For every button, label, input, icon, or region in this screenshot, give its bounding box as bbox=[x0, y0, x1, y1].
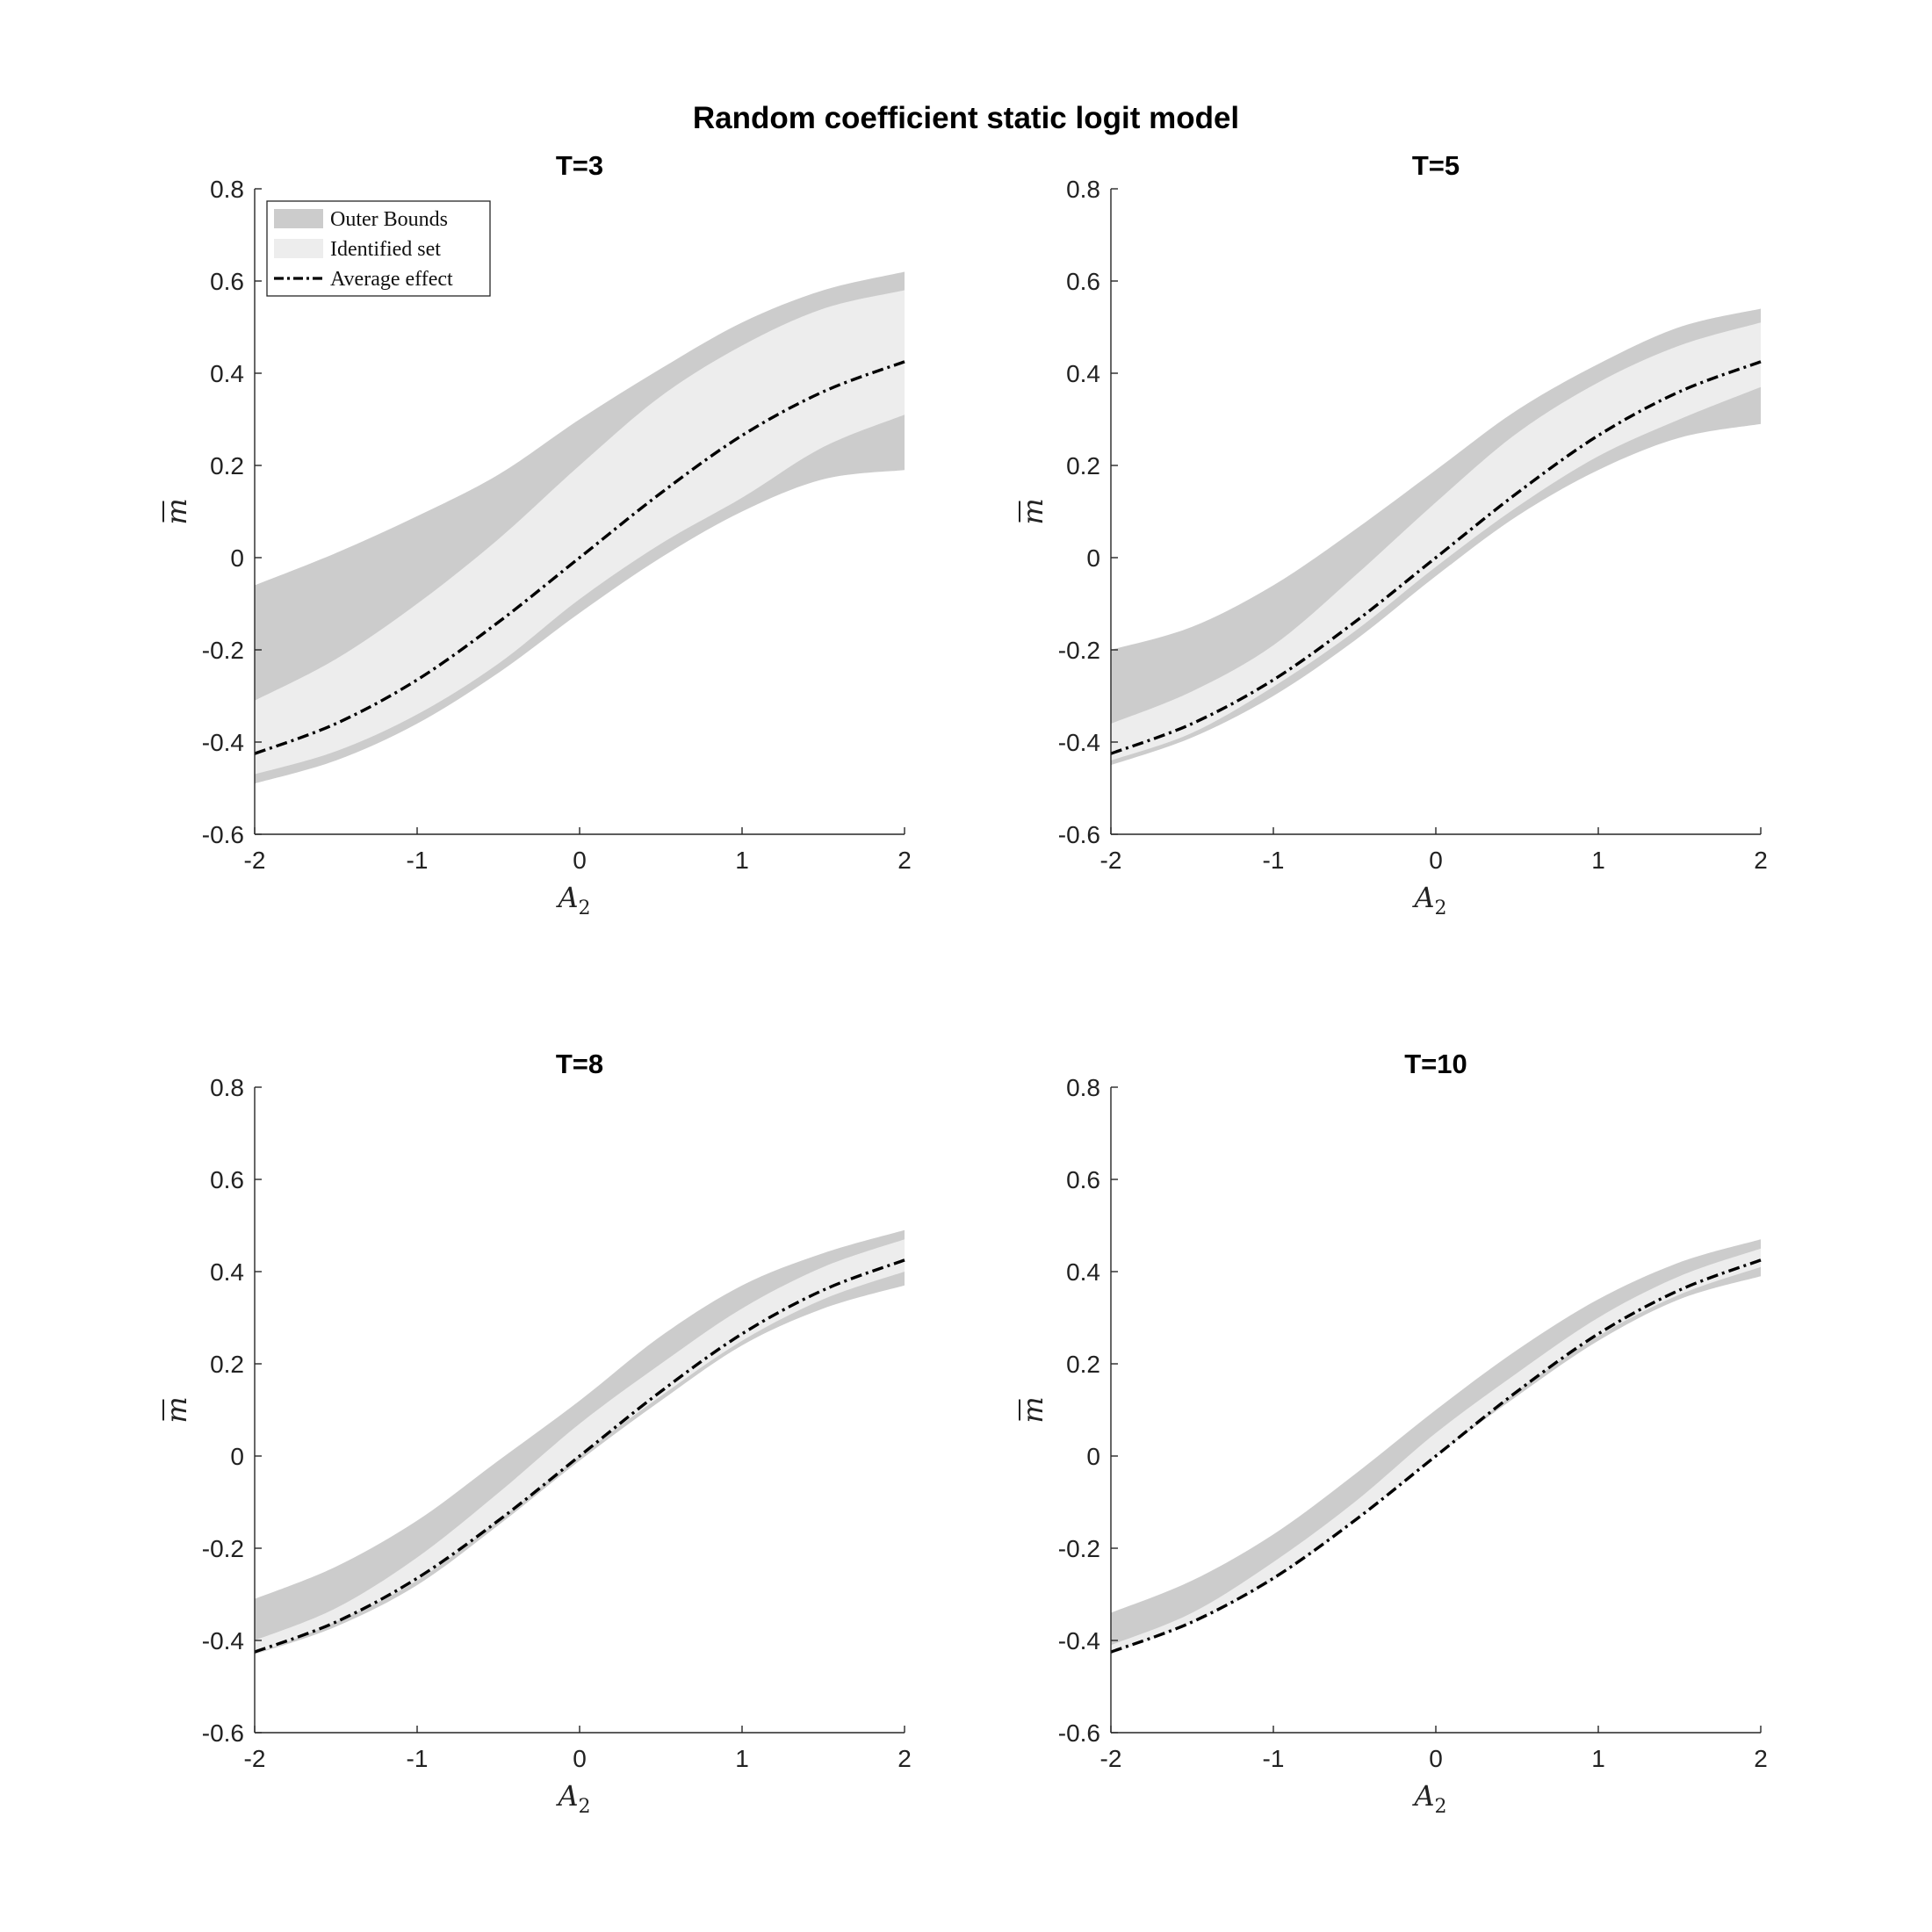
y-tick-label: 0.8 bbox=[210, 1074, 244, 1101]
panel-t3: T=3 -0.6 -0.4 -0.2 0 0.2 0.4 0.6 0.8 -2 -1 0 1 2 A2 m Ou… bbox=[160, 150, 912, 919]
y-tick-label: 0.8 bbox=[210, 176, 244, 203]
y-tick-label: -0.6 bbox=[202, 821, 244, 848]
legend-label: Outer Bounds bbox=[330, 208, 448, 231]
y-tick-label: 0.2 bbox=[210, 1351, 244, 1378]
panel-title: T=3 bbox=[556, 150, 603, 181]
x-axis-label: A2 bbox=[1411, 1779, 1446, 1818]
x-tick-label: -1 bbox=[1263, 847, 1285, 874]
y-tick-label: -0.6 bbox=[202, 1719, 244, 1747]
y-tick-label: -0.4 bbox=[1058, 1627, 1100, 1654]
x-tick-label: 0 bbox=[1429, 1745, 1443, 1772]
legend-swatch-outer-bounds bbox=[274, 209, 323, 228]
panel-title: T=8 bbox=[556, 1049, 603, 1079]
y-axis-label: m bbox=[1016, 1396, 1049, 1423]
y-tick-label: 0.2 bbox=[210, 452, 244, 479]
y-tick-label: 0.8 bbox=[1066, 176, 1100, 203]
x-tick-label: 1 bbox=[735, 1745, 749, 1772]
y-tick-label: 0 bbox=[1086, 544, 1100, 572]
legend: Outer Bounds Identified set Average effect bbox=[266, 200, 491, 297]
y-tick-label: -0.2 bbox=[1058, 637, 1100, 664]
identified-set-band bbox=[255, 1239, 905, 1654]
panels: T=3 -0.6 -0.4 -0.2 0 0.2 0.4 0.6 0.8 -2 -1 0 1 2 A2 m Ou… bbox=[160, 150, 1768, 1818]
x-axis-label: A2 bbox=[555, 1779, 590, 1818]
y-tick-label: 0.4 bbox=[210, 360, 244, 387]
x-tick-label: -1 bbox=[407, 1745, 429, 1772]
x-tick-label: -2 bbox=[1100, 1745, 1122, 1772]
panel-t10: T=10 -0.6 -0.4 -0.2 0 0.2 0.4 0.6 0.8 -2 -1 0 1 2 A2 m bbox=[1016, 1049, 1768, 1818]
panel-t5: T=5 -0.6 -0.4 -0.2 0 0.2 0.4 0.6 0.8 -2 -1 0 1 2 A2 m bbox=[1016, 150, 1768, 919]
x-tick-label: 2 bbox=[1754, 847, 1768, 874]
y-tick-label: -0.6 bbox=[1058, 1719, 1100, 1747]
x-tick-label: 0 bbox=[573, 847, 587, 874]
y-tick-label: -0.6 bbox=[1058, 821, 1100, 848]
x-axis-label: A2 bbox=[1411, 881, 1446, 919]
x-tick-label: -2 bbox=[244, 1745, 266, 1772]
x-tick-label: 0 bbox=[1429, 847, 1443, 874]
x-tick-label: 2 bbox=[898, 1745, 912, 1772]
y-tick-label: 0.4 bbox=[1066, 1258, 1100, 1286]
x-tick-label: -1 bbox=[1263, 1745, 1285, 1772]
y-tick-label: -0.2 bbox=[1058, 1535, 1100, 1562]
y-tick-label: -0.4 bbox=[1058, 729, 1100, 756]
y-tick-label: 0.4 bbox=[1066, 360, 1100, 387]
y-axis-label: m bbox=[1016, 498, 1049, 524]
figure-title: Random coefficient static logit model bbox=[693, 101, 1239, 135]
y-tick-label: -0.4 bbox=[202, 729, 244, 756]
panel-title: T=5 bbox=[1412, 150, 1460, 181]
identified-set-band bbox=[1111, 322, 1761, 761]
legend-label: Average effect bbox=[330, 268, 453, 291]
x-tick-label: 2 bbox=[898, 847, 912, 874]
average-effect-line bbox=[1110, 1258, 1762, 1654]
y-axis-label-text: m bbox=[1016, 1396, 1049, 1423]
legend-label: Identified set bbox=[330, 238, 441, 261]
y-axis-label-text: m bbox=[160, 498, 193, 524]
average-effect-line bbox=[254, 1258, 905, 1654]
panel-title: T=10 bbox=[1404, 1049, 1467, 1079]
y-tick-label: 0.6 bbox=[210, 1166, 244, 1193]
y-tick-label: -0.2 bbox=[202, 637, 244, 664]
x-tick-label: -2 bbox=[244, 847, 266, 874]
y-tick-label: 0 bbox=[230, 1443, 244, 1470]
y-axis-label-text: m bbox=[160, 1396, 193, 1423]
legend-swatch-identified-set bbox=[274, 239, 323, 258]
y-tick-label: 0.6 bbox=[1066, 1166, 1100, 1193]
x-tick-label: -1 bbox=[407, 847, 429, 874]
y-axis-label: m bbox=[160, 498, 193, 524]
x-axis-label: A2 bbox=[555, 881, 590, 919]
y-axis-label: m bbox=[160, 1396, 193, 1423]
y-tick-label: -0.2 bbox=[202, 1535, 244, 1562]
y-tick-label: 0.6 bbox=[1066, 268, 1100, 295]
average-effect-line bbox=[254, 360, 905, 755]
y-tick-label: -0.4 bbox=[202, 1627, 244, 1654]
identified-set-band bbox=[255, 290, 905, 775]
average-effect-line bbox=[1110, 360, 1762, 755]
y-axis-label-text: m bbox=[1016, 498, 1049, 524]
y-tick-label: 0.8 bbox=[1066, 1074, 1100, 1101]
y-tick-label: 0.6 bbox=[210, 268, 244, 295]
y-tick-label: 0.2 bbox=[1066, 1351, 1100, 1378]
y-tick-label: 0 bbox=[230, 544, 244, 572]
x-tick-label: -2 bbox=[1100, 847, 1122, 874]
y-tick-label: 0.4 bbox=[210, 1258, 244, 1286]
identified-set-band bbox=[1111, 1248, 1761, 1654]
x-tick-label: 0 bbox=[573, 1745, 587, 1772]
x-tick-label: 1 bbox=[735, 847, 749, 874]
x-tick-label: 1 bbox=[1591, 847, 1605, 874]
panel-t8: T=8 -0.6 -0.4 -0.2 0 0.2 0.4 0.6 0.8 -2 -1 0 1 2 A2 m bbox=[160, 1049, 912, 1818]
y-tick-label: 0 bbox=[1086, 1443, 1100, 1470]
y-tick-label: 0.2 bbox=[1066, 452, 1100, 479]
x-tick-label: 2 bbox=[1754, 1745, 1768, 1772]
x-tick-label: 1 bbox=[1591, 1745, 1605, 1772]
